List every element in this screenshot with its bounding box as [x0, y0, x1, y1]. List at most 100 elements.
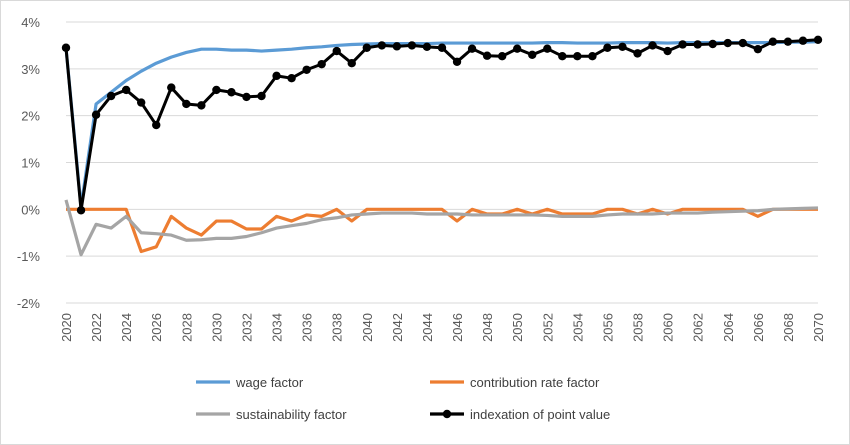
x-tick-label: 2036 — [300, 313, 315, 342]
legend-label-indexation-of-point-value: indexation of point value — [470, 407, 610, 422]
indexation-of-point-value-point — [768, 37, 778, 46]
x-tick-label: 2024 — [119, 313, 134, 342]
legend-label-contribution-rate-factor: contribution rate factor — [470, 375, 600, 390]
indexation-of-point-value-point — [723, 38, 732, 48]
legend-label-sustainability-factor: sustainability factor — [236, 407, 347, 422]
x-tick-label: 2020 — [59, 313, 74, 342]
indexation-of-point-value-point — [167, 83, 176, 92]
indexation-of-point-value-point — [302, 65, 311, 74]
indexation-of-point-value-point — [783, 37, 793, 46]
indexation-of-point-value-point — [753, 44, 763, 54]
x-tick-label: 2070 — [811, 313, 826, 342]
x-tick-label: 2030 — [209, 313, 224, 342]
indexation-of-point-value-point — [392, 42, 402, 51]
x-tick-label: 2064 — [721, 313, 736, 342]
indexation-of-point-value-point — [377, 41, 387, 50]
legend: wage factor contribution rate factor susta… — [196, 375, 610, 422]
indexation-of-point-value-point — [482, 51, 492, 60]
indexation-of-point-value-point — [467, 44, 477, 53]
x-tick-label: 2052 — [540, 313, 555, 342]
indexation-of-point-value-point — [362, 43, 371, 52]
indexation-of-point-value-point — [452, 57, 462, 67]
indexation-of-point-value-point — [76, 206, 86, 215]
y-tick-label: 0% — [21, 202, 40, 217]
indexation-of-point-value-point — [61, 43, 71, 52]
x-tick-label: 2054 — [570, 313, 585, 342]
x-tick-label: 2050 — [510, 313, 525, 342]
legend-marker-indexation-of-point-value — [442, 409, 452, 419]
indexation-of-point-value-point — [633, 49, 642, 58]
indexation-of-point-value-point — [678, 40, 687, 49]
series-lines — [61, 35, 823, 257]
indexation-of-point-value-point — [663, 46, 672, 56]
indexation-of-point-value-point — [422, 42, 432, 52]
indexation-of-point-value-point — [603, 43, 612, 52]
x-tick-label: 2066 — [751, 313, 766, 342]
indexation-of-point-value-point — [738, 38, 747, 48]
indexation-of-point-value-point — [693, 40, 702, 49]
indexation-of-point-value-point — [137, 98, 146, 107]
wage-factor-line — [64, 40, 819, 209]
indexation-of-point-value-point — [813, 35, 823, 44]
indexation-of-point-value-point — [197, 101, 206, 110]
indexation-of-point-value-point — [91, 110, 101, 119]
x-tick-label: 2022 — [89, 313, 104, 342]
indexation-of-point-value-point — [497, 51, 507, 61]
x-tick-label: 2062 — [691, 313, 706, 342]
indexation-of-point-value-point — [347, 59, 356, 68]
x-tick-label: 2032 — [239, 313, 254, 342]
x-tick-label: 2048 — [480, 313, 495, 342]
indexation-of-point-value-point — [227, 88, 236, 97]
indexation-of-point-value-point — [317, 59, 326, 69]
indexation-of-point-value-point — [182, 99, 191, 109]
x-tick-label: 2046 — [450, 313, 465, 342]
legend-label-wage-factor: wage factor — [235, 375, 304, 390]
y-axis-tick-labels: -2% -1% 0% 1% 2% 3% 4% — [17, 15, 41, 311]
indexation-of-point-value-point — [558, 51, 567, 61]
indexation-of-point-value-point — [543, 44, 552, 53]
y-tick-label: -1% — [17, 249, 41, 264]
indexation-of-point-value-point — [272, 71, 281, 81]
y-tick-label: 2% — [21, 109, 40, 124]
x-tick-label: 2044 — [420, 313, 435, 342]
indexation-of-point-value-line — [64, 38, 819, 212]
y-tick-label: -2% — [17, 296, 41, 311]
indexation-of-point-value-point — [287, 74, 296, 83]
indexation-of-point-value-point — [573, 51, 582, 61]
y-tick-label: 4% — [21, 15, 40, 30]
indexation-of-point-value-point — [257, 91, 266, 101]
x-axis-tick-labels: 2020 2022 2024 2026 2028 2030 2032 2034 2036 2038… — [59, 313, 826, 342]
indexation-of-point-value-point — [513, 44, 522, 53]
indexation-of-point-value-point — [618, 42, 627, 52]
x-tick-label: 2038 — [330, 313, 345, 342]
indexation-of-point-value-point — [528, 50, 537, 59]
indexation-of-point-value-point — [332, 46, 341, 56]
x-tick-label: 2058 — [631, 313, 646, 342]
contribution-rate-factor-line — [66, 207, 818, 254]
indexation-of-point-value-point — [798, 36, 808, 45]
indexation-of-point-value-point — [106, 91, 116, 101]
indexation-of-point-value-point — [212, 85, 221, 95]
indexation-of-point-value-point — [242, 92, 251, 102]
indexation-of-point-value-point — [437, 43, 447, 52]
indexation-of-point-value-point — [648, 41, 657, 50]
x-tick-label: 2042 — [390, 313, 405, 342]
x-tick-label: 2056 — [600, 313, 615, 342]
indexation-of-point-value-point — [407, 41, 417, 50]
indexation-of-point-value-point — [152, 120, 161, 130]
x-tick-label: 2060 — [661, 313, 676, 342]
x-tick-label: 2068 — [781, 313, 796, 342]
indexation-of-point-value-point — [588, 51, 597, 61]
indexation-of-point-value-point — [121, 85, 131, 95]
gridlines — [66, 21, 818, 304]
y-tick-label: 3% — [21, 62, 40, 77]
x-tick-label: 2028 — [179, 313, 194, 342]
y-tick-label: 1% — [21, 156, 40, 171]
x-tick-label: 2040 — [360, 313, 375, 342]
sustainability-factor-line — [64, 199, 819, 257]
x-tick-label: 2026 — [149, 313, 164, 342]
x-tick-label: 2034 — [270, 313, 285, 342]
indexation-of-point-value-point — [708, 39, 717, 49]
